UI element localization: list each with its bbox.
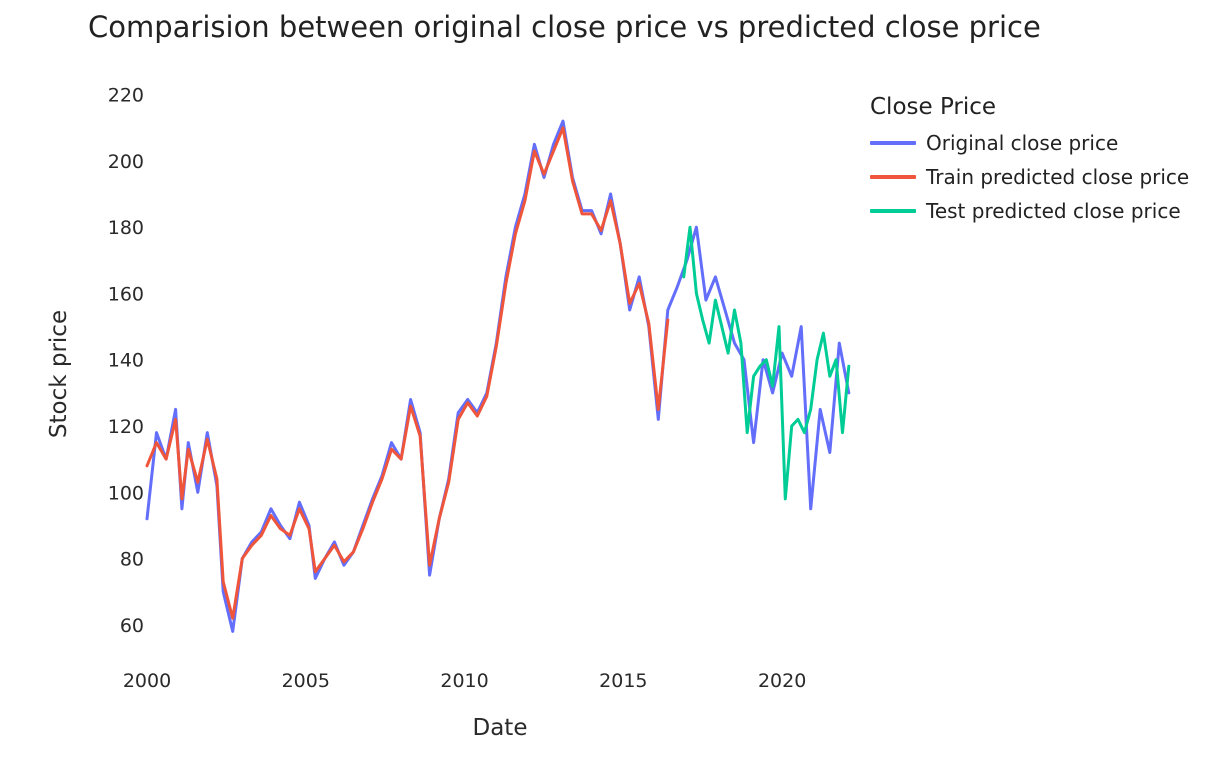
y-tick-label: 140 [108, 350, 144, 372]
x-tick-label: 2005 [282, 670, 330, 692]
legend-label-train: Train predicted close price [926, 165, 1190, 189]
legend-label-original: Original close price [926, 131, 1119, 155]
legend-title: Close Price [870, 94, 997, 120]
y-axis-ticks: 60 80 100 120 140 160 180 200 220 [108, 85, 144, 637]
legend-label-test: Test predicted close price [926, 199, 1181, 223]
legend: Close Price Original close price Train p… [870, 94, 1189, 228]
legend-item-train[interactable]: Train predicted close price [870, 160, 1189, 194]
x-tick-label: 2000 [123, 670, 171, 692]
y-tick-label: 160 [108, 283, 144, 305]
chart-title: Comparision between original close price… [88, 10, 1041, 44]
series-line-2 [145, 126, 670, 620]
legend-swatch-train [870, 175, 916, 179]
x-axis-label: Date [473, 715, 528, 741]
x-axis-ticks: 2000 2005 2010 2015 2020 [123, 670, 806, 692]
legend-swatch-original [870, 141, 916, 145]
x-tick-label: 2020 [758, 670, 806, 692]
y-tick-label: 80 [120, 549, 144, 571]
legend-item-test[interactable]: Test predicted close price [870, 194, 1189, 228]
series-line-3 [682, 225, 851, 501]
legend-item-original[interactable]: Original close price [870, 126, 1189, 160]
y-tick-label: 180 [108, 217, 144, 239]
y-axis-label: Stock price [46, 310, 72, 438]
y-tick-label: 120 [108, 416, 144, 438]
series-layer [145, 119, 851, 633]
x-tick-label: 2010 [440, 670, 488, 692]
legend-swatch-test [870, 209, 916, 213]
y-tick-label: 200 [108, 151, 144, 173]
x-tick-label: 2015 [599, 670, 647, 692]
y-tick-label: 60 [120, 615, 144, 637]
y-tick-label: 100 [108, 482, 144, 504]
y-tick-label: 220 [108, 85, 144, 107]
